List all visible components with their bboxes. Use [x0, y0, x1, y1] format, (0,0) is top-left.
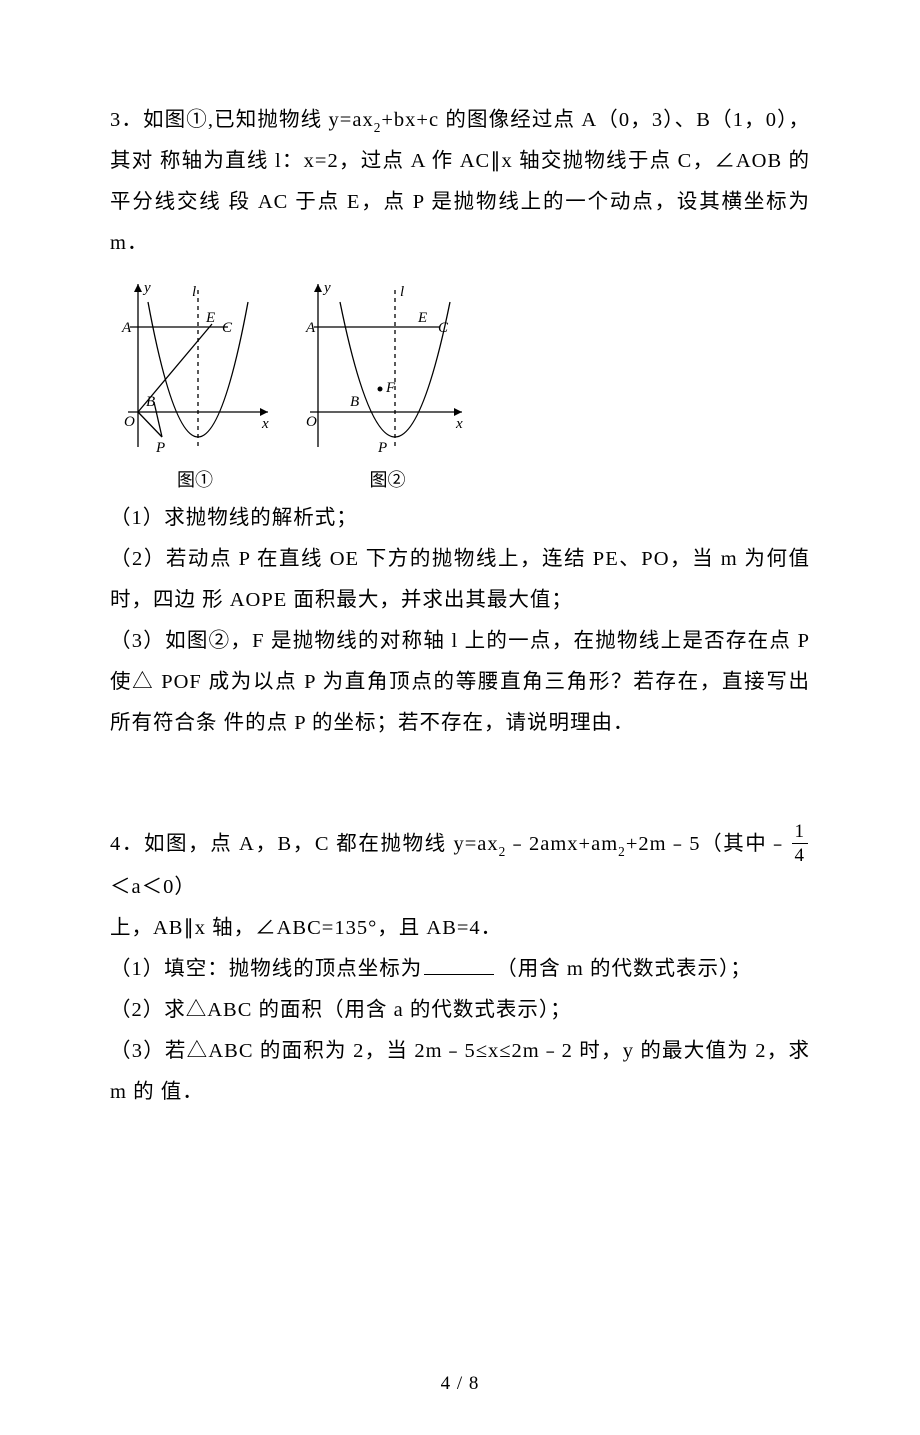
p3-q1: （1）求抛物线的解析式；: [110, 498, 810, 539]
frac-numerator: 1: [792, 822, 809, 844]
problem4-intro: 4．如图，点 A，B，C 都在抛物线 y=ax2﹣2amx+am2+2m﹣5（其…: [110, 824, 810, 908]
p3-intro-text-1: 3．如图①,已知抛物线 y=ax: [110, 109, 374, 131]
figure-2-svg: y l A E C F B O x P: [300, 272, 475, 462]
figure-2-label: 图②: [370, 466, 406, 492]
fraction-1-4: 14: [792, 822, 809, 865]
svg-text:y: y: [142, 280, 151, 296]
frac-denominator: 4: [792, 844, 809, 865]
p4-q3a: （3）若△ABC 的面积为 2，当 2m﹣5≤x≤2m﹣2 时，y 的最大值为 …: [110, 1040, 810, 1103]
p4-q3b: 值．: [161, 1081, 204, 1103]
svg-text:B: B: [350, 394, 359, 410]
p4-sub2: 2: [618, 844, 626, 859]
p4-intro-line2: 上，AB∥x 轴，∠ABC=135°，且 AB=4．: [110, 908, 810, 949]
p4-q1b: （用含 m 的代数式表示）；: [496, 958, 751, 980]
figure-1-label: 图①: [177, 466, 213, 492]
svg-text:x: x: [455, 416, 463, 432]
p4-intro-c: +2m﹣5（其中﹣: [626, 833, 790, 855]
p3-q3c: 件的点 P 的坐标；若不存在，请说明理由．: [224, 712, 635, 734]
p4-q1: （1）填空：抛物线的顶点坐标为 （用含 m 的代数式表示）；: [110, 949, 810, 990]
svg-text:E: E: [417, 310, 427, 326]
svg-text:y: y: [322, 280, 331, 296]
problem3-intro: 3．如图①,已知抛物线 y=ax2+bx+c 的图像经过点 A（0，3）、B（1…: [110, 100, 810, 264]
svg-text:F: F: [385, 380, 396, 396]
p4-q2: （2）求△ABC 的面积（用含 a 的代数式表示）；: [110, 990, 810, 1031]
page-number: 4 / 8: [110, 1373, 810, 1395]
p4-q1a: （1）填空：抛物线的顶点坐标为: [110, 958, 422, 980]
figure-1: y l A E C B O x P 图①: [110, 272, 280, 492]
svg-text:l: l: [192, 284, 196, 300]
p4-intro-d: ＜a＜0）: [110, 876, 196, 898]
svg-text:A: A: [121, 320, 132, 336]
figure-row: y l A E C B O x P 图①: [110, 272, 810, 492]
p3-q2: （2）若动点 P 在直线 OE 下方的抛物线上，连结 PE、PO，当 m 为何值…: [110, 539, 810, 621]
p3-subscript-1: 2: [374, 120, 382, 135]
figure-2: y l A E C F B O x P 图②: [300, 272, 475, 492]
p4-intro-a: 4．如图，点 A，B，C 都在抛物线 y=ax: [110, 833, 499, 855]
svg-text:O: O: [124, 414, 135, 430]
svg-text:x: x: [261, 416, 269, 432]
p4-q3: （3）若△ABC 的面积为 2，当 2m﹣5≤x≤2m﹣2 时，y 的最大值为 …: [110, 1031, 810, 1113]
svg-text:O: O: [306, 414, 317, 430]
p4-intro-b: ﹣2amx+am: [506, 833, 618, 855]
svg-text:B: B: [146, 394, 155, 410]
svg-text:P: P: [155, 440, 165, 456]
svg-text:l: l: [400, 284, 404, 300]
svg-text:E: E: [205, 310, 215, 326]
svg-text:A: A: [305, 320, 316, 336]
svg-text:C: C: [438, 320, 449, 336]
p3-q2b: 形 AOPE 面积最大，并求出其最大值；: [202, 589, 573, 611]
fill-blank: [424, 954, 494, 976]
svg-text:C: C: [222, 320, 233, 336]
svg-text:P: P: [377, 440, 387, 456]
p4-sub1: 2: [499, 844, 507, 859]
figure-1-svg: y l A E C B O x P: [110, 272, 280, 462]
p3-q3: （3）如图②，F 是抛物线的对称轴 l 上的一点，在抛物线上是否存在点 P 使△…: [110, 621, 810, 744]
